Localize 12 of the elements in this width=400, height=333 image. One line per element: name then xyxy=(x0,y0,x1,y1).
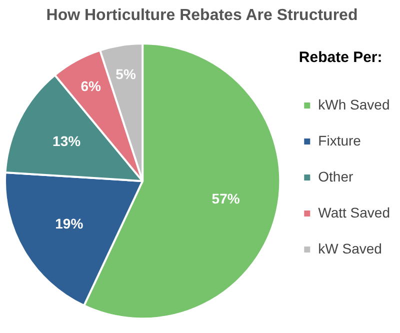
data-label: 6% xyxy=(80,78,102,94)
data-label: 19% xyxy=(55,215,84,232)
legend-label: Watt Saved xyxy=(318,204,390,220)
data-label: 57% xyxy=(212,190,240,207)
data-label: 13% xyxy=(52,133,82,150)
legend-label: kWh Saved xyxy=(318,96,390,112)
data-label: 5% xyxy=(116,66,136,82)
legend-label: Fixture xyxy=(318,132,362,148)
legend-title: Rebate Per: xyxy=(298,49,382,66)
legend-label: kW Saved xyxy=(318,240,382,256)
legend-label: Other xyxy=(318,168,354,184)
chart-title: How Horticulture Rebates Are Structured xyxy=(46,7,358,24)
